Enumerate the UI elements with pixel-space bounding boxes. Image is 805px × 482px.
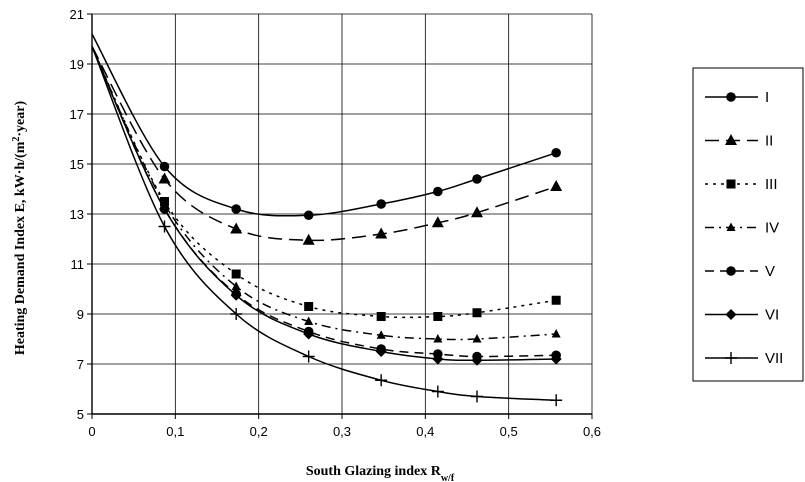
data-point [376, 199, 386, 209]
data-point [304, 302, 314, 311]
data-point [550, 394, 563, 407]
series-line [91, 46, 557, 402]
y-tick-label: 21 [70, 7, 84, 22]
y-tick-label: 7 [77, 357, 84, 372]
y-tick-label: 5 [77, 407, 84, 422]
data-point [230, 308, 243, 320]
x-tick-label: 0,6 [583, 424, 601, 439]
data-point [231, 204, 241, 214]
data-point [431, 216, 444, 228]
y-axis-title: Heating Demand Index E, kW·h/(m2·year) [11, 101, 29, 356]
x-tick-label: 0,3 [333, 424, 351, 439]
series-II [91, 46, 563, 245]
series-IV [91, 46, 561, 343]
data-point [551, 295, 561, 305]
legend-entry-IV: IV [705, 220, 779, 237]
data-point [433, 312, 443, 321]
legend-label: I [765, 89, 769, 106]
data-point [551, 329, 561, 338]
plot-area [91, 33, 563, 407]
x-tick-label: 0,2 [250, 424, 268, 439]
data-point [550, 180, 563, 191]
legend-label: VI [765, 307, 779, 324]
y-tick-label: 15 [70, 157, 84, 172]
legend-box [692, 67, 804, 382]
data-point [472, 334, 482, 343]
series-line [91, 46, 557, 242]
data-point [158, 172, 171, 184]
legend-label: VII [765, 350, 783, 367]
data-point [472, 174, 482, 184]
data-point [303, 328, 315, 340]
x-axis-title: South Glazing index Rw/f [306, 464, 455, 482]
data-point [431, 385, 444, 398]
series-line [91, 33, 557, 217]
legend-marker [726, 92, 736, 102]
x-tick-label: 0,4 [416, 424, 434, 439]
y-tick-label: 11 [71, 257, 85, 272]
data-point [231, 269, 241, 279]
series-line [91, 46, 557, 362]
legend-marker [725, 352, 737, 364]
series-line [91, 46, 557, 341]
data-point [471, 390, 483, 403]
legend-marker [726, 266, 736, 276]
data-point [432, 353, 444, 365]
legend-entry-II: II [705, 133, 773, 150]
legend-marker [726, 179, 736, 189]
tick-labels: 5 7 9 11 13 15 17 19 21 0 0,1 0,2 0,3 0,4 0,5 0,6 [70, 7, 602, 439]
legend-label: IV [765, 220, 779, 237]
legend-entry-V: V [705, 263, 775, 280]
grid [91, 13, 593, 415]
y-tick-label: 17 [70, 107, 84, 122]
series-VI [91, 46, 562, 366]
data-point [230, 222, 243, 234]
data-point [375, 227, 388, 239]
data-point [158, 220, 171, 233]
data-point [433, 186, 443, 197]
series-line [91, 46, 557, 358]
legend-entry-III: III [705, 176, 778, 193]
data-point [433, 334, 443, 343]
data-point [375, 374, 388, 387]
x-tick-label: 0,1 [166, 424, 184, 439]
series-I [91, 33, 561, 221]
series-VII [91, 46, 563, 407]
data-point [471, 354, 483, 366]
y-tick-label: 13 [70, 207, 84, 222]
x-tick-label: 0,5 [500, 424, 518, 439]
legend-label: V [765, 263, 775, 280]
data-point [376, 330, 386, 339]
data-point [375, 346, 387, 357]
data-point [472, 308, 482, 318]
data-point [159, 161, 170, 172]
legend-entry-VII: VII [705, 350, 783, 367]
data-point [471, 206, 483, 218]
y-tick-label: 9 [77, 307, 84, 322]
legend-entry-VI: VI [705, 307, 779, 324]
y-tick-label: 19 [70, 57, 84, 72]
series-III [91, 46, 561, 321]
legend-marker [725, 134, 737, 145]
data-point [551, 147, 561, 158]
data-point [304, 316, 314, 325]
legend-marker [725, 309, 737, 320]
data-point [231, 281, 241, 290]
data-point [302, 350, 315, 363]
data-point [550, 353, 562, 365]
legend-entry-I: I [705, 89, 769, 106]
data-point [303, 210, 314, 221]
legend-label: II [765, 133, 773, 150]
legend-marker [726, 222, 736, 231]
data-point [302, 233, 315, 245]
legend-label: III [765, 176, 778, 193]
data-point [376, 312, 386, 321]
axes [87, 13, 593, 419]
data-point [159, 203, 170, 215]
data-point [230, 289, 242, 301]
x-tick-label: 0 [88, 424, 95, 439]
